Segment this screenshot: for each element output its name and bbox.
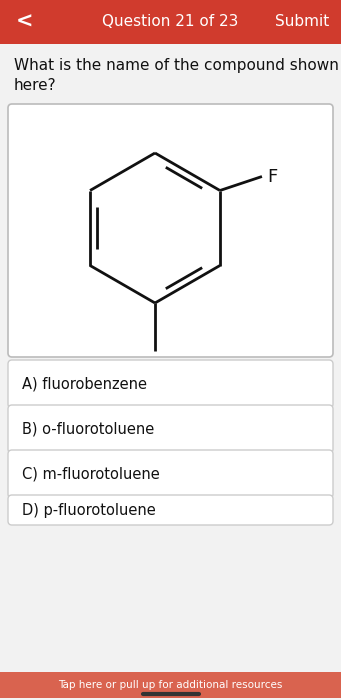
Text: Tap here or pull up for additional resources: Tap here or pull up for additional resou… <box>58 680 283 690</box>
FancyBboxPatch shape <box>8 450 333 498</box>
Text: A) fluorobenzene: A) fluorobenzene <box>22 377 147 391</box>
Text: Question 21 of 23: Question 21 of 23 <box>102 15 239 29</box>
Text: Submit: Submit <box>275 15 329 29</box>
Text: D) p-fluorotoluene: D) p-fluorotoluene <box>22 503 156 517</box>
Text: <: < <box>16 12 33 32</box>
Bar <box>0 672 341 698</box>
FancyBboxPatch shape <box>8 495 333 525</box>
FancyBboxPatch shape <box>8 405 333 453</box>
Text: B) o-fluorotoluene: B) o-fluorotoluene <box>22 421 154 437</box>
FancyBboxPatch shape <box>8 104 333 357</box>
Text: F: F <box>267 169 277 186</box>
FancyBboxPatch shape <box>8 360 333 408</box>
Text: C) m-fluorotoluene: C) m-fluorotoluene <box>22 466 160 482</box>
Text: What is the name of the compound shown
here?: What is the name of the compound shown h… <box>14 58 339 93</box>
Bar <box>0 0 341 44</box>
